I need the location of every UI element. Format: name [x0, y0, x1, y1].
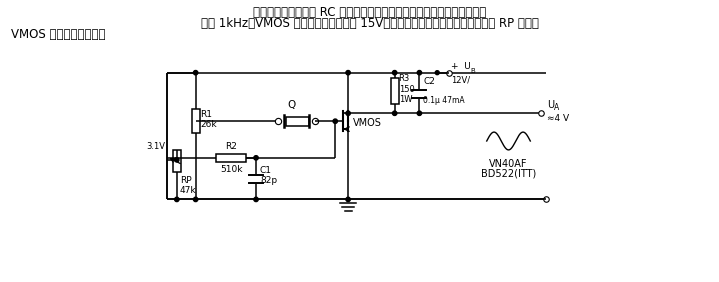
Text: RP
47k: RP 47k [180, 176, 196, 195]
Text: A: A [554, 103, 559, 112]
Circle shape [346, 197, 350, 202]
Text: B: B [470, 68, 475, 74]
Text: VMOS: VMOS [353, 118, 382, 128]
Circle shape [193, 70, 198, 75]
Bar [192, 109, 200, 133]
Text: R3
150
1W: R3 150 1W [398, 74, 414, 104]
Text: Q: Q [288, 100, 296, 110]
Circle shape [346, 70, 350, 75]
Bar [173, 150, 180, 172]
Bar [285, 117, 309, 126]
Bar [216, 154, 246, 162]
Text: R1
26k: R1 26k [201, 109, 217, 129]
Text: ≈4 V: ≈4 V [547, 114, 569, 123]
Bar [390, 78, 398, 104]
Circle shape [346, 111, 350, 115]
Text: R2: R2 [225, 142, 237, 151]
Text: 12V/: 12V/ [451, 76, 470, 85]
Text: C1
82p: C1 82p [260, 166, 277, 185]
Text: C2: C2 [423, 77, 435, 86]
Text: 0.1μ 47mA: 0.1μ 47mA [423, 96, 465, 105]
Circle shape [393, 111, 397, 115]
Circle shape [193, 197, 198, 202]
Circle shape [175, 197, 179, 202]
Circle shape [393, 70, 397, 75]
Circle shape [417, 111, 421, 115]
Text: 晶振电路振荡频率同 RC 环节的参数有关。在图中所标参数情况下振荡频: 晶振电路振荡频率同 RC 环节的参数有关。在图中所标参数情况下振荡频 [253, 6, 487, 19]
Circle shape [254, 156, 258, 160]
Text: VMOS 晶体管的工作点。: VMOS 晶体管的工作点。 [12, 28, 106, 41]
Text: +  U: + U [451, 62, 471, 71]
Circle shape [333, 119, 337, 124]
Circle shape [254, 197, 258, 202]
Text: BD522(ITT): BD522(ITT) [481, 169, 536, 179]
Text: U: U [547, 100, 554, 110]
Circle shape [175, 158, 179, 162]
Text: 510k: 510k [220, 165, 242, 174]
Circle shape [417, 70, 421, 75]
Text: 3.1V: 3.1V [146, 142, 165, 151]
Text: VN40AF: VN40AF [489, 159, 528, 169]
Text: 率为 1kHz。VMOS 移相发生器可提供约 15V（有效值）的输出电压，利用电位器 RP 可调整: 率为 1kHz。VMOS 移相发生器可提供约 15V（有效值）的输出电压，利用电… [201, 17, 539, 30]
Circle shape [435, 71, 439, 75]
